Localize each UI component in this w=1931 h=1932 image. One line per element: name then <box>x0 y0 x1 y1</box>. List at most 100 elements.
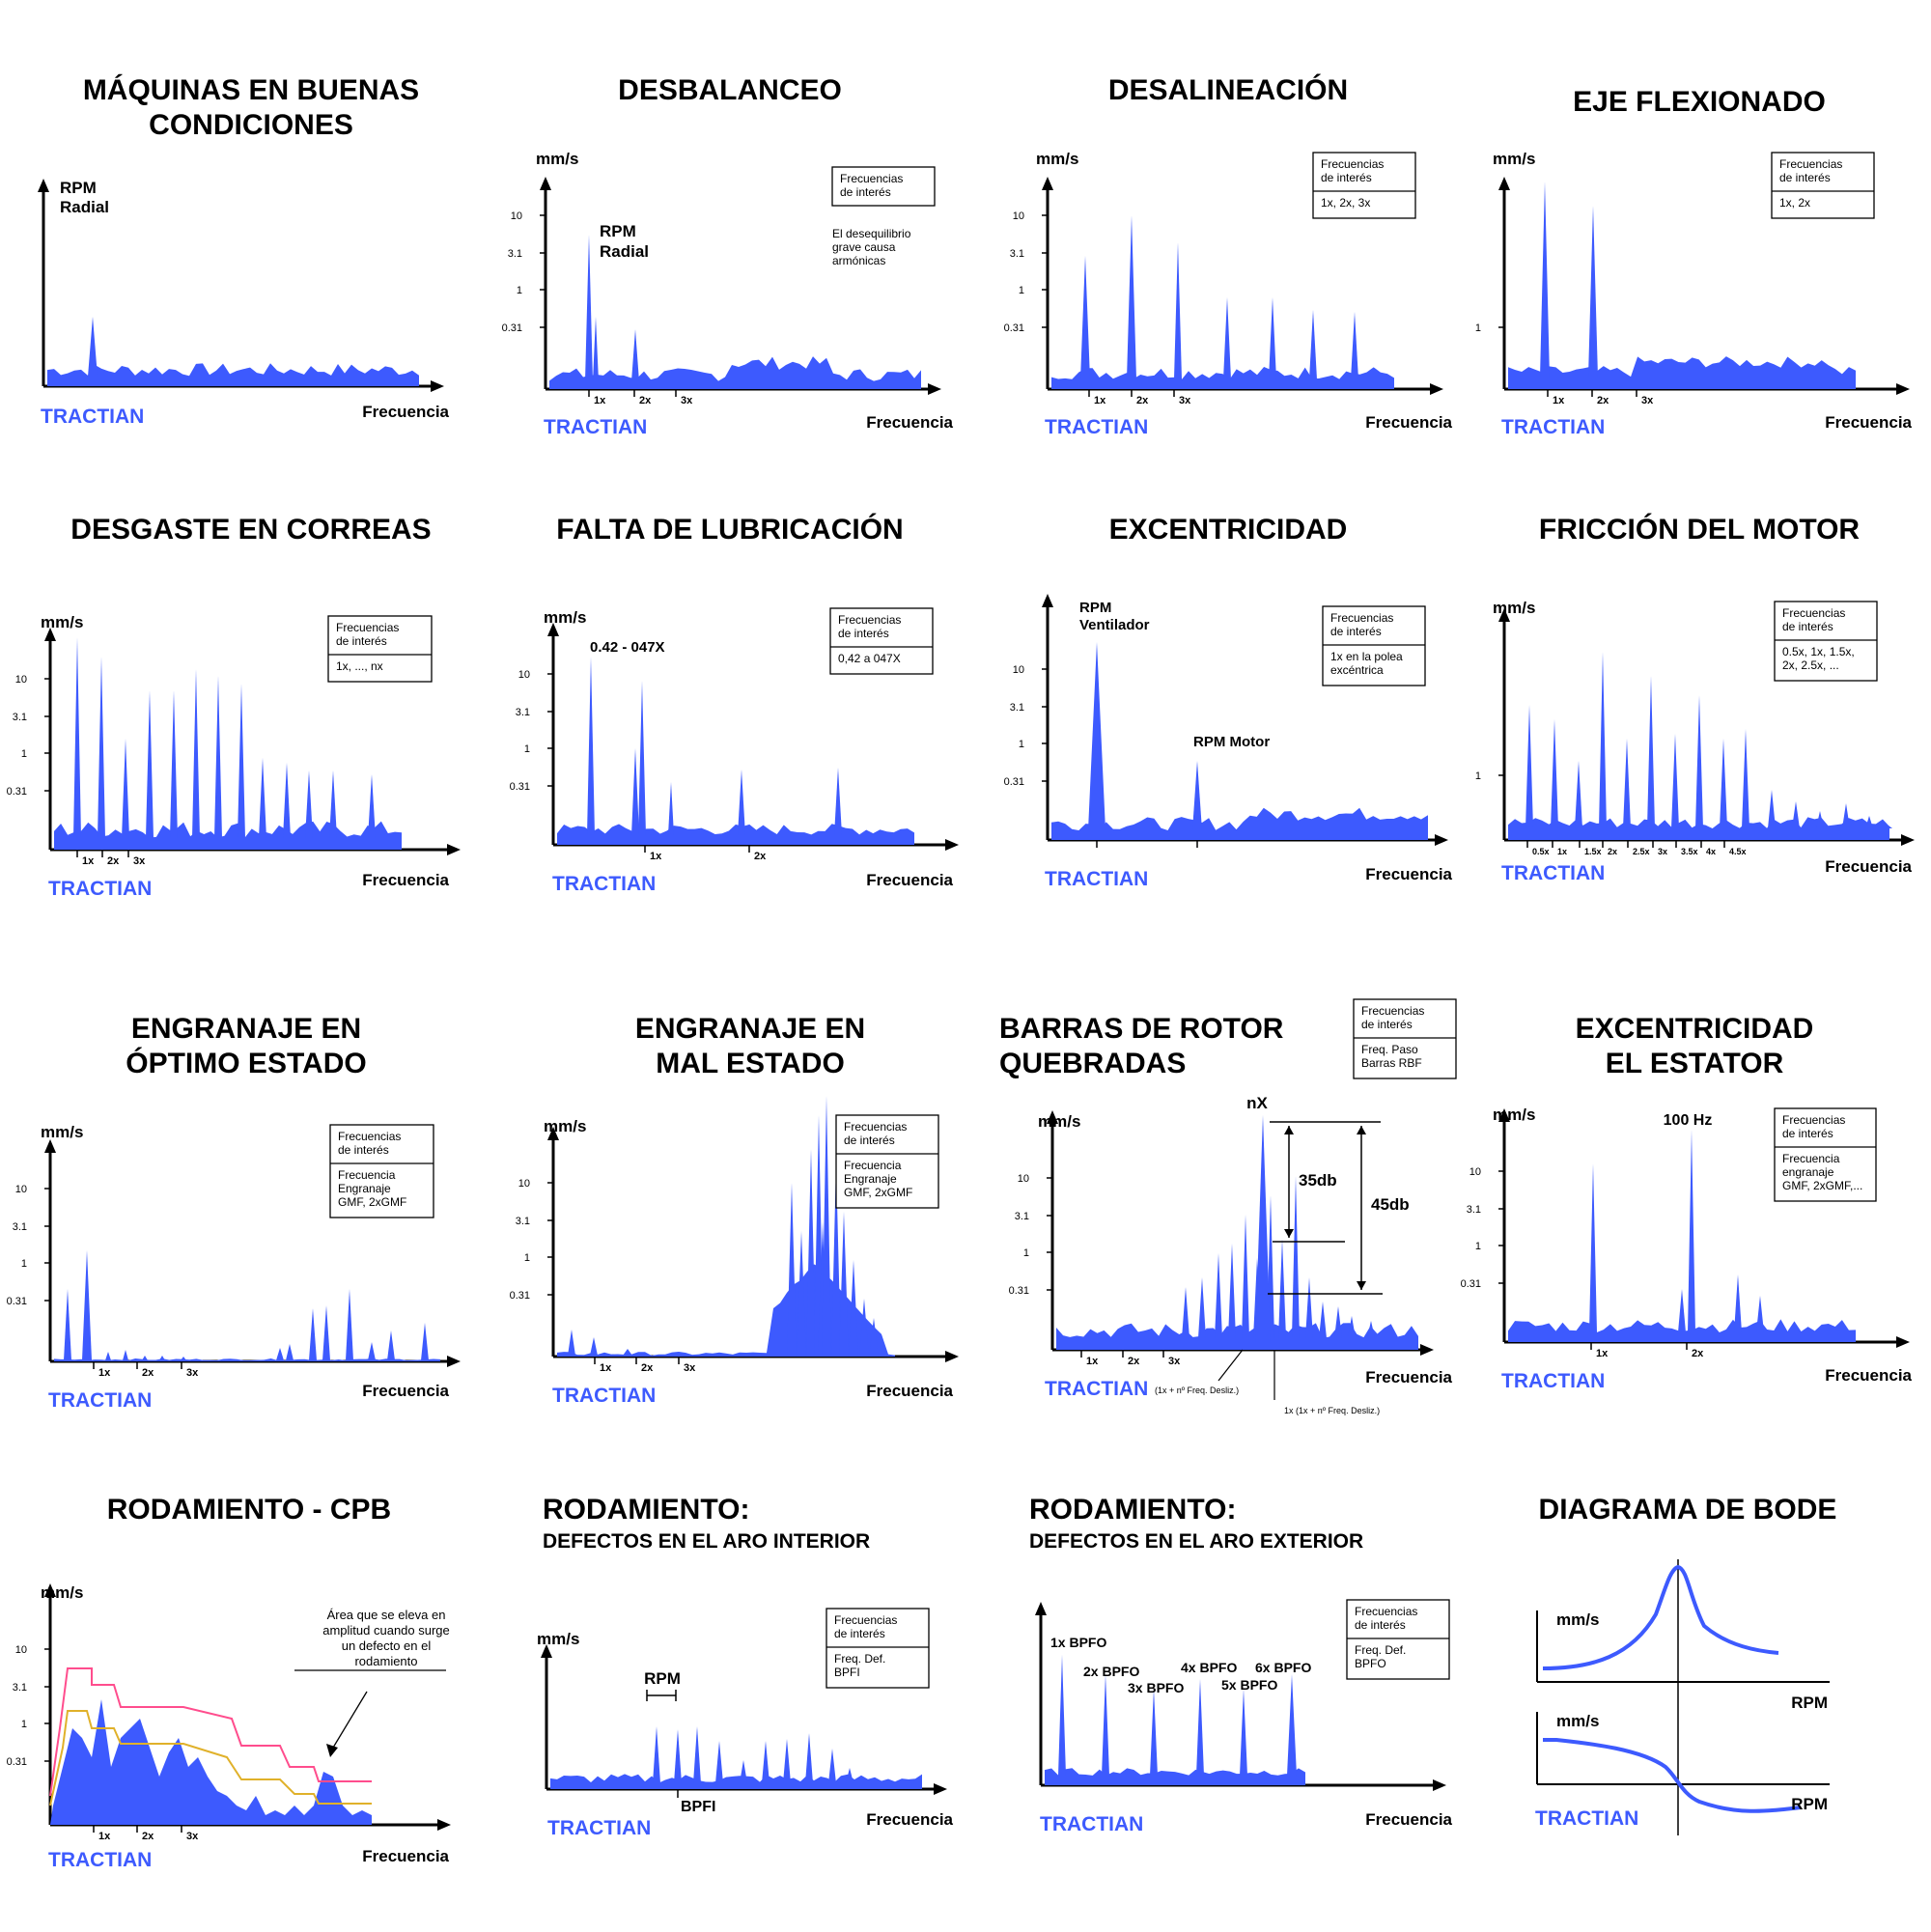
spectrum-peak-nx <box>1255 1115 1271 1342</box>
peak-label: 5x BPFO <box>1221 1677 1277 1693</box>
x-axis-label: Frecuencia <box>1825 1366 1912 1385</box>
spectrum-peak <box>1734 1274 1742 1332</box>
arrowhead <box>1284 1126 1294 1134</box>
panel-title: DESALINEACIÓN <box>1108 73 1348 106</box>
noise-floor <box>54 821 402 850</box>
spectrum-peak <box>1599 652 1607 828</box>
x-tick-label: 2x <box>639 395 652 406</box>
spectrum-peak <box>1287 1674 1297 1776</box>
x-tick-label: 3.5x <box>1681 847 1698 856</box>
box-heading: de interés <box>1779 171 1831 184</box>
y-axis-arrow <box>38 179 49 192</box>
noise-floor <box>549 356 921 389</box>
panel-title: ÓPTIMO ESTADO <box>126 1047 366 1079</box>
box-body: 1x, 2x, 3x <box>1321 196 1370 210</box>
y-tick-label: 3.1 <box>516 1216 530 1227</box>
spectrum-peak <box>1228 1244 1236 1338</box>
y-axis-label: mm/s <box>536 150 578 168</box>
x-axis-arrow <box>1433 1779 1446 1791</box>
y-axis-arrow <box>1042 177 1053 190</box>
y-tick-label: 0.31 <box>510 1290 530 1302</box>
x-axis-label: Frecuencia <box>1825 857 1912 876</box>
spectrum-peak <box>1215 1253 1222 1338</box>
spectrum-peak <box>1240 1689 1247 1776</box>
spectrum-peak <box>259 758 266 838</box>
spectrum-peak <box>322 1305 330 1360</box>
spectrum-peak <box>1742 729 1749 828</box>
noise-floor <box>54 1358 440 1361</box>
tractian-logo: TRACTIAN <box>1045 416 1148 438</box>
box-heading: de interés <box>1330 625 1382 638</box>
box-body: Freq. Def. <box>834 1652 885 1666</box>
noise-floor <box>1051 366 1394 389</box>
spectrum-peak <box>122 739 129 838</box>
annotation: un defecto en el <box>342 1638 432 1653</box>
box-body: Barras RBF <box>1361 1056 1422 1070</box>
y-axis-label: mm/s <box>537 1630 579 1648</box>
spectrum-peak <box>638 681 646 835</box>
spectrum-peak <box>1792 801 1800 828</box>
annotation: El desequilibrio <box>832 227 911 240</box>
spectrum-peak <box>238 684 245 838</box>
arrowhead <box>326 1744 338 1757</box>
spectrum-peak <box>1768 790 1776 828</box>
x-axis-arrow <box>1435 834 1448 846</box>
annotation: rodamiento <box>354 1654 417 1668</box>
panel-desalineacion: DESALINEACIÓN mm/s 10 3.1 1 0.31 1x 2x 3x Frecuen… <box>1004 73 1453 438</box>
x-tick-label: 1x <box>82 855 95 867</box>
spectrum-peak <box>1695 695 1703 828</box>
y-tick-label: 0.31 <box>510 781 530 793</box>
panel-title: MÁQUINAS EN BUENAS <box>83 73 419 106</box>
x-tick-label: 2x <box>142 1831 154 1842</box>
y-axis-label: RPM <box>60 179 97 197</box>
interest-box <box>831 166 936 207</box>
panel-title: FALTA DE LUBRICACIÓN <box>556 513 903 546</box>
box-body: Freq. Def. <box>1355 1643 1406 1657</box>
x-axis-label: Frecuencia <box>362 1382 449 1400</box>
box-body: BPFO <box>1355 1657 1386 1670</box>
y-tick-label: 10 <box>1018 1173 1029 1185</box>
y-tick-label: 0.31 <box>1004 322 1024 334</box>
spectrum-peak <box>590 1337 598 1356</box>
y-tick-label: 1 <box>1475 770 1481 782</box>
spectrum-peak <box>869 1318 879 1357</box>
x-tick-label: 2x <box>107 855 120 867</box>
arrowhead <box>1284 1229 1294 1238</box>
spectrum-peak <box>797 1231 806 1357</box>
x-tick-label: 1.5x <box>1584 847 1602 856</box>
y-tick-label: 10 <box>1013 664 1024 676</box>
box-body: Engranaje <box>338 1182 391 1195</box>
x-axis-arrow <box>1420 1344 1434 1356</box>
panel-aro_int: RODAMIENTO: DEFECTOS EN EL ARO INTERIOR mm… <box>537 1494 954 1839</box>
annotation: nX <box>1246 1094 1268 1112</box>
box-body: GMF, 2xGMF <box>338 1195 406 1209</box>
tractian-logo: TRACTIAN <box>1535 1807 1638 1830</box>
x-tick-label: 2x <box>754 851 767 862</box>
box-heading: de interés <box>1321 171 1372 184</box>
spectrum-peak <box>1551 719 1558 828</box>
interest-box <box>829 607 934 675</box>
panel-subtitle: DEFECTOS EN EL ARO INTERIOR <box>543 1530 870 1553</box>
y-axis-arrow <box>1498 1108 1510 1122</box>
spectrum-peak <box>1623 739 1631 828</box>
box-heading: de interés <box>1355 1618 1406 1632</box>
y-tick-label: 0.31 <box>7 1756 27 1768</box>
tractian-logo: TRACTIAN <box>547 1817 651 1839</box>
spectrum-peak <box>1278 1239 1286 1338</box>
x-tick-label: 3x <box>1179 395 1191 406</box>
box-heading: de interés <box>1361 1018 1413 1031</box>
panel-title: RODAMIENTO - CPB <box>107 1494 391 1526</box>
box-body: 0.5x, 1x, 1.5x, <box>1782 645 1855 658</box>
box-heading: Frecuencias <box>844 1120 907 1134</box>
spectrum-peak <box>368 1342 376 1360</box>
spectrum-peak <box>305 770 313 838</box>
y-tick-label: 0.31 <box>1004 776 1024 788</box>
y-tick-label: 10 <box>518 669 530 681</box>
spectrum-peak <box>346 1289 353 1360</box>
annotation-arrow <box>329 1691 368 1753</box>
